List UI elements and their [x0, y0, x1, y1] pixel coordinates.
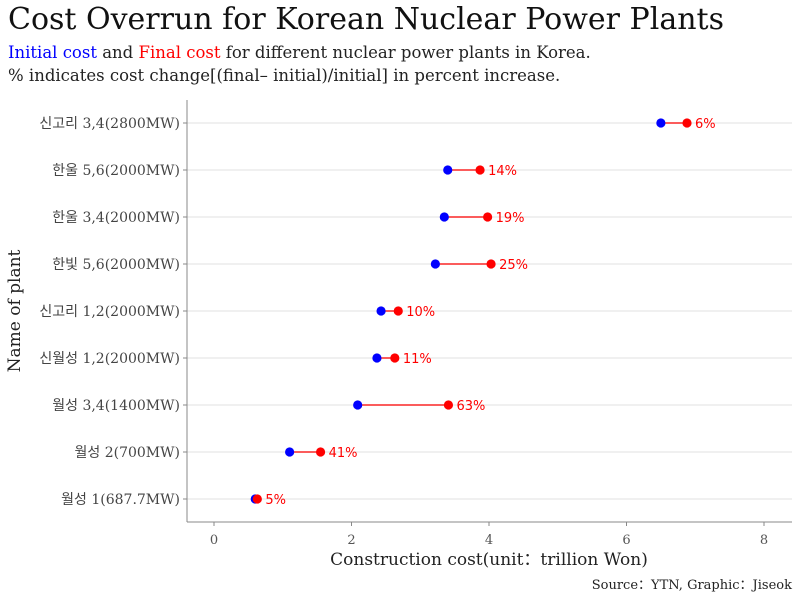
y-tick-label: 신월성 1,2(2000MW) — [39, 351, 180, 367]
percent-change-label: 41% — [329, 446, 358, 461]
initial-cost-point — [376, 306, 386, 316]
final-cost-point — [483, 212, 493, 222]
x-axis-title: Construction cost(unit：trillion Won) — [330, 550, 648, 570]
y-tick-labels: 신고리 3,4(2800MW) 한울 5,6(2000MW) 한울 3,4(2000… — [39, 116, 180, 508]
initial-cost-point — [430, 259, 440, 269]
final-cost-point — [393, 306, 403, 316]
percent-change-label: 14% — [488, 164, 517, 179]
chart-marks: 6% 14% 19% 25% 10% 11% 63% 41% 5% — [250, 117, 716, 508]
y-tick-label: 한울 3,4(2000MW) — [52, 210, 180, 226]
y-tick-label: 월성 3,4(1400MW) — [52, 398, 180, 414]
subtitle-rest-text: for different nuclear power plants in Ko… — [220, 43, 591, 62]
initial-cost-point — [443, 165, 453, 175]
x-tick-label: 8 — [760, 533, 768, 548]
axes — [183, 100, 792, 526]
chart-subtitle-line2: % indicates cost change[(final– initial)… — [8, 66, 561, 85]
y-tick-label: 월성 1(687.7MW) — [61, 492, 180, 508]
initial-cost-point — [372, 353, 382, 363]
source-caption: Source：YTN, Graphic：Jiseok — [592, 578, 792, 593]
x-tick-label: 4 — [485, 533, 493, 548]
percent-change-label: 11% — [403, 352, 432, 367]
gridlines — [187, 122, 792, 500]
initial-cost-legend-label: Initial cost — [8, 43, 97, 62]
y-tick-label: 한빛 5,6(2000MW) — [52, 257, 180, 273]
x-tick-label: 2 — [347, 533, 355, 548]
chart-subtitle: Initial cost and Final cost for differen… — [8, 43, 591, 62]
y-tick-label: 월성 2(700MW) — [75, 445, 181, 461]
final-cost-point — [315, 447, 326, 457]
x-tick-labels: 0 2 4 6 8 — [210, 533, 768, 548]
percent-change-label: 25% — [499, 258, 528, 273]
final-cost-point — [486, 259, 496, 269]
x-tick-label: 6 — [622, 533, 630, 548]
final-cost-point — [682, 118, 692, 128]
chart-title: Cost Overrun for Korean Nuclear Power Pl… — [8, 2, 724, 37]
final-cost-point — [443, 400, 454, 410]
percent-change-label: 5% — [265, 493, 286, 508]
initial-cost-point — [656, 118, 666, 128]
percent-change-label: 6% — [695, 117, 716, 132]
percent-change-label: 63% — [456, 399, 485, 414]
y-tick-label: 신고리 3,4(2800MW) — [39, 116, 180, 132]
final-cost-point — [252, 494, 262, 504]
initial-cost-point — [353, 400, 363, 410]
final-cost-legend-label: Final cost — [138, 43, 221, 62]
initial-cost-point — [285, 447, 295, 457]
subtitle-and-text: and — [96, 43, 139, 62]
percent-change-label: 19% — [496, 211, 525, 226]
y-tick-label: 한울 5,6(2000MW) — [52, 163, 180, 179]
x-tick-label: 0 — [210, 533, 218, 548]
final-cost-point — [475, 165, 485, 175]
percent-change-label: 10% — [406, 305, 435, 320]
y-axis-title: Name of plant — [5, 249, 25, 372]
final-cost-point — [390, 353, 400, 363]
initial-cost-point — [439, 212, 449, 222]
y-tick-label: 신고리 1,2(2000MW) — [39, 304, 180, 320]
